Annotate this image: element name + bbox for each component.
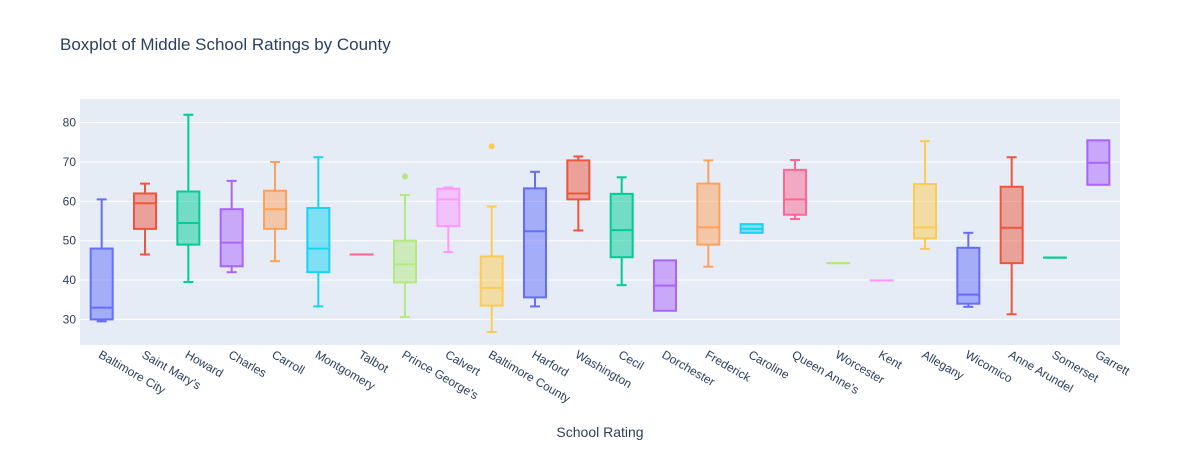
outlier-point <box>402 173 408 180</box>
box-allegany <box>913 140 937 250</box>
box-dorchester <box>653 259 677 312</box>
box-iqr <box>89 247 114 321</box>
box-iqr <box>956 246 981 305</box>
outlier-point <box>488 143 495 150</box>
box-iqr <box>133 192 157 230</box>
box-carroll <box>263 160 287 263</box>
box-harford <box>523 170 547 308</box>
box-calvert <box>436 186 461 254</box>
box-iqr <box>913 183 937 240</box>
box-iqr <box>523 187 547 299</box>
chart-title: Boxplot of Middle School Ratings by Coun… <box>60 35 391 54</box>
box-montgomery <box>306 156 331 308</box>
x-tick-label: Prince George's <box>400 347 481 402</box>
y-tick-label: 40 <box>63 273 77 287</box>
box-wicomico <box>956 231 981 308</box>
y-tick-label: 80 <box>63 116 77 130</box>
box-baltimore-county <box>479 143 504 334</box>
box-iqr <box>783 168 807 216</box>
box-baltimore-city <box>89 198 114 323</box>
box-anne-arundel <box>999 156 1024 316</box>
x-tick-label: Caroline <box>746 347 792 382</box>
y-tick-label: 30 <box>63 312 77 326</box>
y-tick-label: 60 <box>63 194 77 208</box>
x-tick-label: Charles <box>226 347 269 380</box>
box-iqr <box>219 208 244 268</box>
x-tick-label: Kent <box>876 347 905 372</box>
y-tick-label: 50 <box>63 234 77 248</box>
box-iqr <box>696 182 721 246</box>
box-charles <box>219 179 244 274</box>
box-iqr <box>566 159 591 201</box>
box-iqr <box>393 239 417 284</box>
box-saint-mary-s <box>133 182 157 256</box>
box-iqr <box>999 185 1024 265</box>
box-iqr <box>479 255 504 307</box>
x-tick-label: Cecil <box>616 347 646 372</box>
y-axis-ticks: 30 40 50 60 70 80 <box>63 116 77 327</box>
box-cecil <box>609 176 634 287</box>
box-queen-anne-s <box>783 159 807 221</box>
x-tick-label: Carroll <box>270 347 308 377</box>
box-garrett <box>1086 139 1111 186</box>
box-iqr <box>176 190 201 246</box>
y-tick-label: 70 <box>63 155 77 169</box>
box-prince-george-s <box>393 173 417 319</box>
x-tick-label: Wicomico <box>963 347 1015 385</box>
plot-area <box>80 99 1120 345</box>
box-iqr <box>436 187 461 228</box>
x-axis-label: School Rating <box>556 424 643 440</box>
box-caroline <box>739 223 764 234</box>
box-washington <box>566 155 591 232</box>
box-iqr <box>609 192 634 259</box>
box-howard <box>176 113 201 284</box>
boxes <box>89 113 1111 334</box>
x-tick-label: Allegany <box>920 347 967 382</box>
gridlines <box>80 122 1120 320</box>
box-frederick <box>696 159 721 268</box>
box-iqr <box>306 207 331 274</box>
